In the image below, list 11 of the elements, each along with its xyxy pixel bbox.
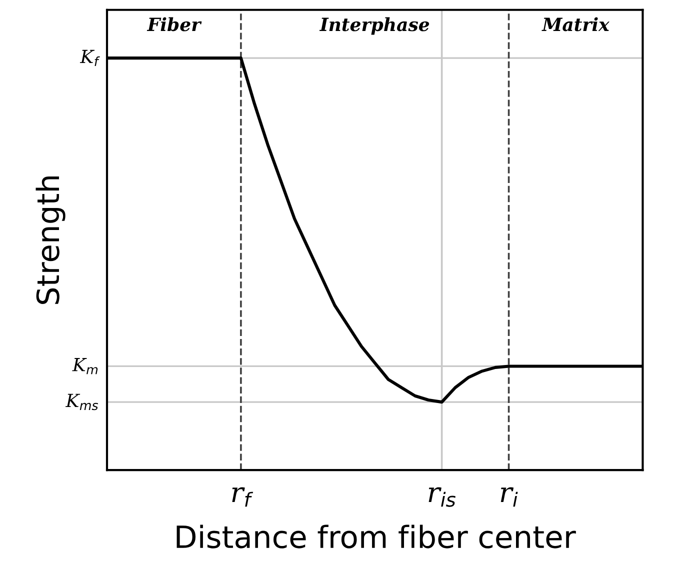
ref-line-label: K$_{m}$ (72, 358, 98, 374)
x-tick-label: r$_{i}$ (500, 487, 518, 507)
text: Fiber (146, 17, 202, 32)
x-tick-label: r$_{f}$ (232, 487, 254, 507)
text: Matrix (542, 17, 610, 32)
x-axis-title: Distance from fiber center (176, 524, 576, 548)
text: Interphase (319, 17, 430, 35)
ref-line-label: K$_{ms}$ (65, 394, 98, 410)
y-axis-title: Strength (36, 176, 66, 304)
x-tick-label: r$_{is}$ (428, 487, 456, 507)
ref-line-label: K$_{f}$ (80, 50, 100, 66)
